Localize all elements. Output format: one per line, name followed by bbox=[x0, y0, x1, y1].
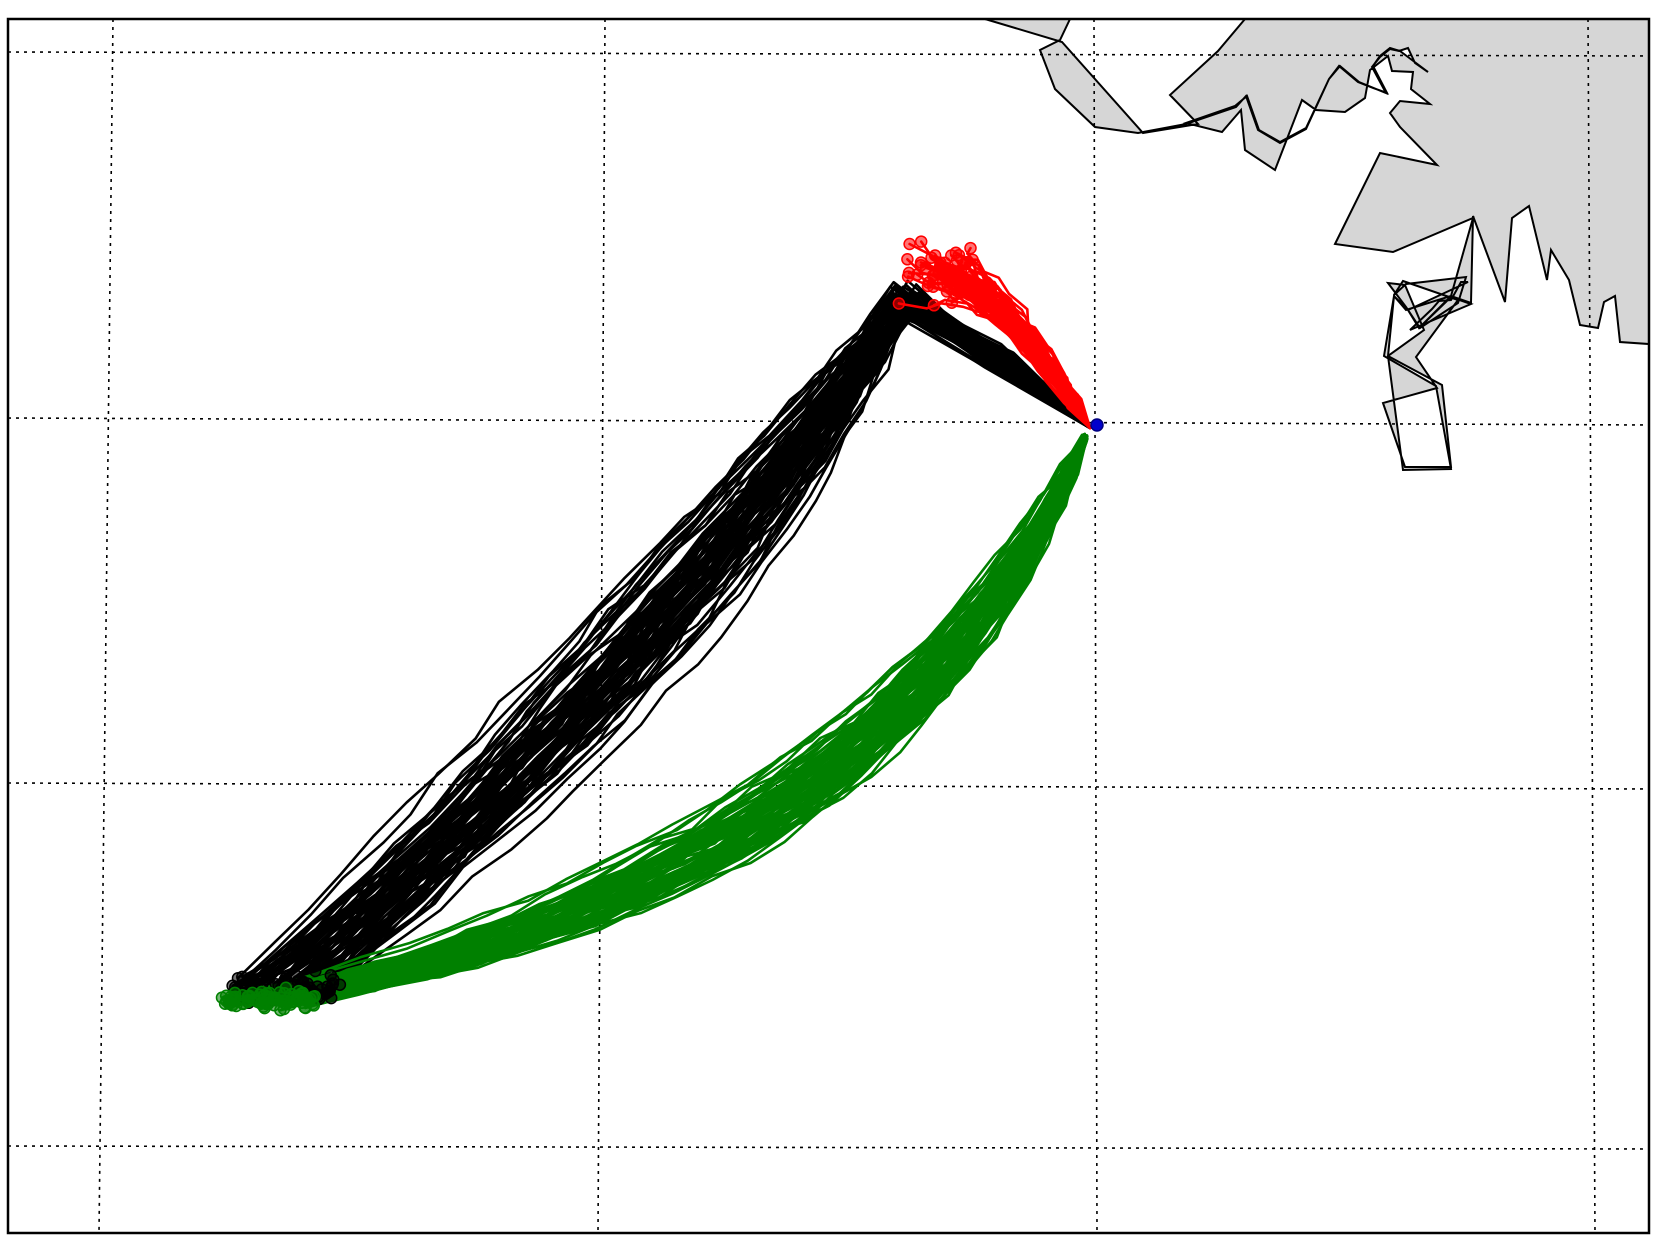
trajectory-end-southwest bbox=[228, 990, 242, 1004]
trajectory-end-north bbox=[960, 273, 974, 286]
trajectory-end-north bbox=[964, 241, 977, 255]
trajectory-end-west bbox=[309, 964, 322, 978]
map-frame bbox=[6, 17, 1651, 1235]
trajectory-end-markers bbox=[215, 235, 995, 1017]
meridian-line bbox=[98, 18, 114, 1234]
trajectory-end-southwest bbox=[277, 1002, 291, 1016]
trajectory-end-north bbox=[927, 299, 941, 312]
trajectory-southwest bbox=[233, 437, 1086, 995]
parallel-line bbox=[7, 417, 1650, 426]
trajectory-west bbox=[308, 297, 1092, 990]
trajectory-end-southwest bbox=[262, 997, 275, 1011]
trajectory-end-north bbox=[926, 280, 940, 293]
trajectory-southwest bbox=[282, 440, 1086, 1011]
release-point bbox=[1090, 418, 1104, 432]
trajectory-end-north bbox=[958, 257, 972, 271]
trajectory-end-west bbox=[263, 971, 276, 985]
trajectory-west bbox=[231, 295, 1092, 988]
trajectory-end-north bbox=[914, 256, 928, 269]
trajectory-end-southwest bbox=[242, 993, 255, 1007]
trajectory-southwest bbox=[233, 438, 1086, 999]
trajectory-west bbox=[296, 307, 1092, 994]
trajectory-west bbox=[236, 296, 1092, 980]
land-mass bbox=[984, 18, 1650, 472]
trajectory-end-north bbox=[945, 296, 959, 309]
meridian-line bbox=[1587, 18, 1596, 1234]
trajectory-end-north bbox=[901, 253, 914, 266]
graticule bbox=[7, 18, 1650, 1234]
meridian-line bbox=[1093, 18, 1098, 1234]
trajectory-southwest bbox=[263, 436, 1086, 1010]
trajectory-southwest bbox=[263, 435, 1085, 997]
trajectory-southwest bbox=[312, 435, 1085, 1007]
trajectory-end-north bbox=[892, 297, 906, 310]
parallel-line bbox=[7, 782, 1650, 790]
trajectory-west bbox=[256, 291, 1092, 986]
trajectory-end-north bbox=[945, 249, 958, 262]
trajectory-west bbox=[234, 295, 1092, 989]
trajectory-end-southwest bbox=[273, 986, 286, 999]
trajectory-southwest bbox=[304, 437, 1086, 1002]
land-layer bbox=[984, 18, 1650, 472]
trajectory-layer bbox=[220, 240, 1092, 1012]
release-point-marker bbox=[1090, 418, 1104, 432]
trajectory-end-north bbox=[981, 294, 995, 307]
trajectory-end-southwest bbox=[307, 999, 321, 1012]
parallel-line bbox=[7, 51, 1650, 57]
trajectory-end-north bbox=[903, 237, 916, 251]
trajectory-end-west bbox=[324, 969, 338, 982]
trajectory-end-north bbox=[945, 277, 958, 290]
trajectory-west bbox=[309, 298, 1092, 995]
meridian-line bbox=[597, 18, 606, 1234]
parallel-line bbox=[7, 1145, 1650, 1150]
trajectory-southwest bbox=[247, 436, 1086, 1002]
trajectory-end-north bbox=[940, 262, 954, 275]
trajectory-west bbox=[300, 285, 1092, 985]
trajectory-end-north bbox=[925, 251, 938, 264]
trajectory-end-north bbox=[914, 235, 928, 248]
trajectory-end-west bbox=[320, 986, 334, 999]
